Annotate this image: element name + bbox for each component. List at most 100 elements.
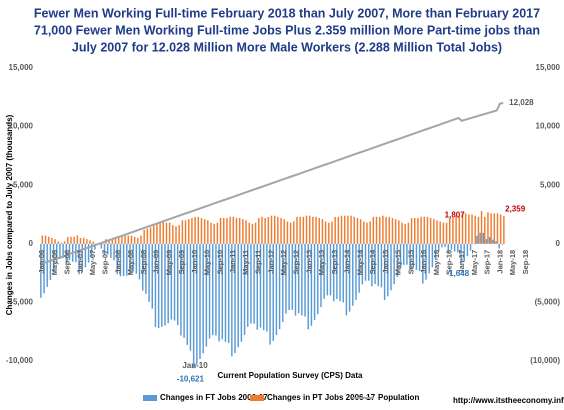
bar <box>336 243 338 299</box>
bar <box>215 243 217 336</box>
bar <box>124 235 126 244</box>
bar <box>62 243 64 259</box>
bar <box>234 243 236 354</box>
bar <box>59 243 61 260</box>
bar <box>152 225 155 244</box>
bar <box>329 243 332 296</box>
bar <box>229 216 231 244</box>
x-tick-label: May-06 <box>50 250 59 275</box>
bar <box>138 243 141 280</box>
chart-title: Fewer Men Working Full-time February 201… <box>34 6 540 20</box>
bar <box>363 221 365 244</box>
bar <box>103 243 106 256</box>
bar <box>358 243 360 293</box>
bar <box>342 243 344 303</box>
x-tick-label: Sep-13 <box>330 250 339 275</box>
bar <box>369 221 371 244</box>
bar <box>323 243 325 299</box>
bar <box>200 218 203 244</box>
bar <box>366 222 368 244</box>
bar <box>455 216 457 244</box>
data-label: -10,621 <box>177 374 205 383</box>
bar <box>339 243 341 302</box>
bar <box>328 222 330 244</box>
bar <box>474 215 476 244</box>
bar <box>227 243 230 344</box>
bar <box>318 218 320 244</box>
bar <box>315 216 317 244</box>
bar <box>375 216 378 244</box>
bar <box>231 243 233 357</box>
x-tick-label: Jan-07 <box>75 250 84 274</box>
bar <box>157 243 160 329</box>
x-tick-label: Jan-13 <box>304 250 313 274</box>
bar <box>442 222 445 244</box>
bar <box>499 214 502 244</box>
x-tick-label: Jan-16 <box>419 250 428 274</box>
bar <box>151 243 153 309</box>
bar <box>291 243 294 310</box>
bar <box>414 218 416 244</box>
bar <box>283 219 285 244</box>
bar <box>310 243 313 326</box>
bar <box>350 215 352 244</box>
bar <box>450 243 453 250</box>
x-tick-label: Sep-06 <box>63 250 72 275</box>
bar <box>232 216 235 244</box>
bar <box>332 243 335 302</box>
x-tick-label: Sep-09 <box>177 250 186 275</box>
bar <box>111 239 114 244</box>
bar <box>119 243 122 277</box>
bar <box>308 215 311 244</box>
x-tick-label: May-13 <box>317 250 326 275</box>
bar <box>167 243 169 324</box>
bar <box>458 216 461 244</box>
data-label: 12,028 <box>509 98 534 107</box>
bar <box>436 220 438 244</box>
annotation: Jan-10 <box>182 361 208 370</box>
bar <box>426 216 429 244</box>
bar <box>492 239 494 244</box>
bar <box>94 243 96 250</box>
x-tick-label: Jan-09 <box>152 250 161 274</box>
bar <box>116 243 118 275</box>
bar <box>364 243 367 281</box>
x-tick-label: May-17 <box>470 250 479 275</box>
bar <box>207 220 209 244</box>
bar <box>84 243 87 268</box>
bar <box>196 243 198 365</box>
bar <box>438 243 440 252</box>
y-tick-label: 5,000 <box>13 180 34 189</box>
bar <box>345 243 348 316</box>
y-tick-label: 15,000 <box>9 63 34 72</box>
bar <box>245 220 247 244</box>
bar <box>326 243 329 296</box>
bar <box>275 243 278 335</box>
bar <box>464 213 467 244</box>
bar <box>176 243 179 326</box>
bar <box>391 218 394 244</box>
bar <box>81 243 83 272</box>
bar <box>253 243 255 324</box>
bar <box>117 236 120 244</box>
bar <box>378 216 381 244</box>
bar <box>473 243 475 245</box>
bar <box>223 218 225 244</box>
bar <box>468 214 470 244</box>
bar <box>282 243 284 322</box>
bar <box>70 236 72 244</box>
bar <box>248 222 250 244</box>
bar <box>47 236 50 244</box>
y-tick-label: 10,000 <box>9 122 34 131</box>
bar <box>313 243 316 320</box>
bar <box>367 243 370 281</box>
bar <box>401 222 403 244</box>
bar <box>429 218 432 244</box>
bar <box>203 219 206 244</box>
bar <box>178 225 180 244</box>
bar <box>159 221 161 244</box>
bar <box>113 243 115 261</box>
bar <box>100 243 103 249</box>
bar <box>67 236 69 244</box>
bar <box>132 243 134 272</box>
